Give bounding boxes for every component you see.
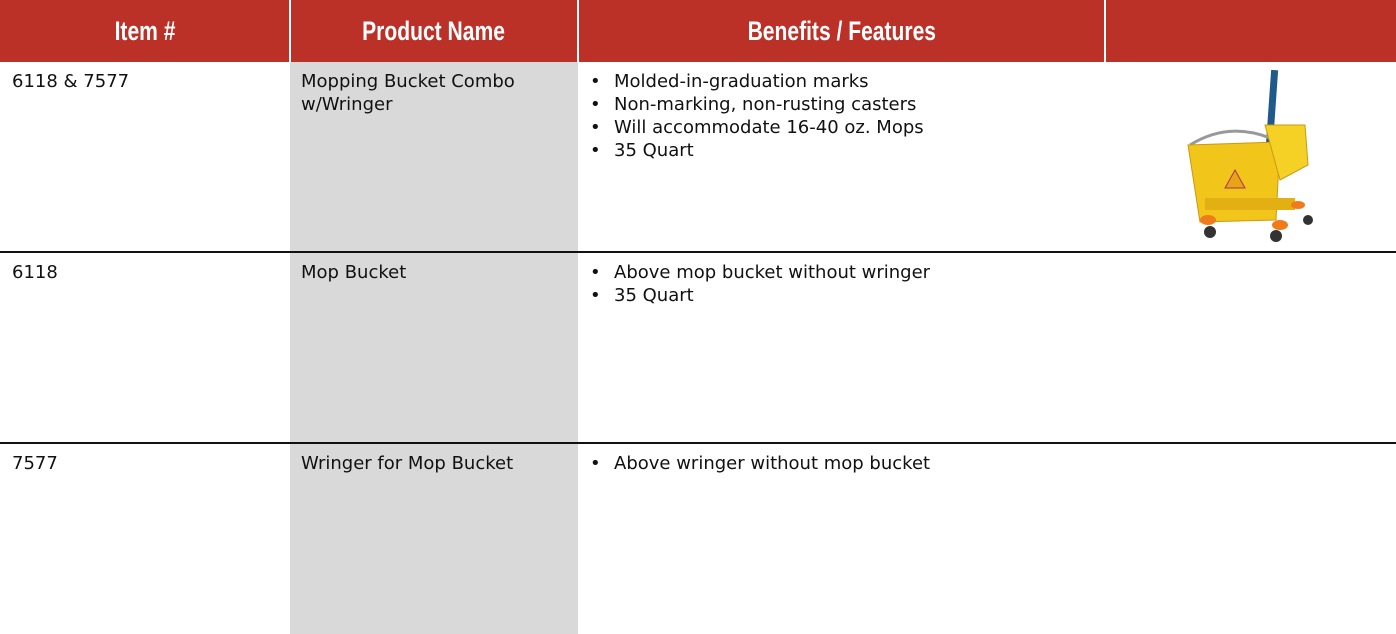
header-text: Benefits / Features bbox=[747, 15, 936, 46]
header-separator bbox=[577, 0, 579, 62]
product-name: Wringer for Mop Bucket bbox=[301, 453, 514, 474]
header-text: Item # bbox=[114, 15, 176, 46]
feature-list: Molded-in-graduation marksNon-marking, n… bbox=[578, 70, 1138, 162]
header-text: Product Name bbox=[362, 15, 506, 46]
feature: Molded-in-graduation marks bbox=[578, 70, 1138, 93]
header-bar bbox=[0, 0, 1396, 62]
header-separator bbox=[1104, 0, 1106, 62]
feature-list: Above wringer without mop bucket bbox=[578, 452, 1138, 475]
feature: 35 Quart bbox=[578, 139, 1138, 162]
feature: Above mop bucket without wringer bbox=[578, 261, 1138, 284]
item-number: 7577 bbox=[12, 453, 58, 474]
feature: Will accommodate 16-40 oz. Mops bbox=[578, 116, 1138, 139]
item-number: 6118 & 7577 bbox=[12, 71, 130, 92]
header-cell: Benefits / Features bbox=[578, 0, 1105, 62]
item-number: 6118 bbox=[12, 262, 58, 283]
name-column-shade bbox=[290, 62, 578, 634]
header-cell: Product Name bbox=[290, 0, 578, 62]
row-rule bbox=[0, 251, 1396, 253]
feature: 35 Quart bbox=[578, 284, 1138, 307]
product-name: Mop Bucket bbox=[301, 262, 407, 283]
feature-list: Above mop bucket without wringer35 Quart bbox=[578, 261, 1138, 307]
header-cell: Item # bbox=[0, 0, 290, 62]
header-separator bbox=[289, 0, 291, 62]
feature: Above wringer without mop bucket bbox=[578, 452, 1138, 475]
product-name: Mopping Bucket Combo w/Wringer bbox=[301, 71, 515, 115]
row-rule bbox=[0, 442, 1396, 444]
product-image bbox=[1187, 70, 1313, 242]
feature: Non-marking, non-rusting casters bbox=[578, 93, 1138, 116]
